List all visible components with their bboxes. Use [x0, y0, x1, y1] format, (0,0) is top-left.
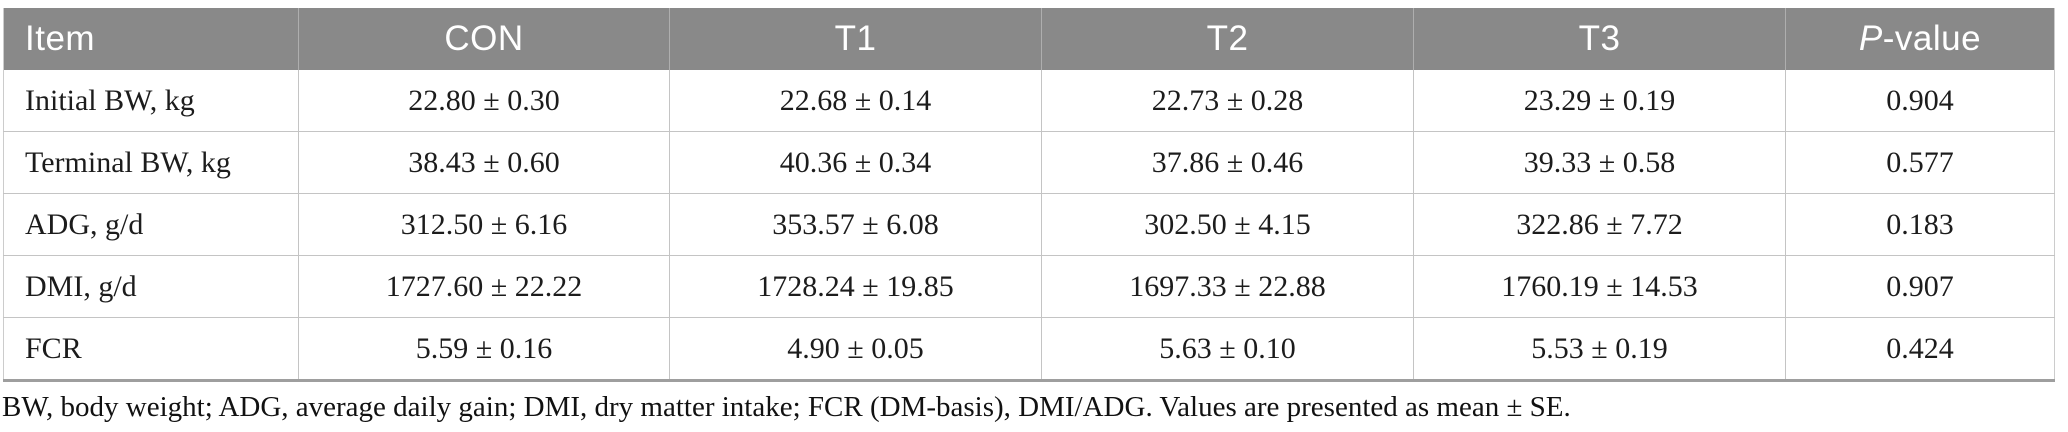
table-row-initial-bw: Initial BW, kg 22.80 ± 0.30 22.68 ± 0.14…: [4, 70, 2055, 132]
cell-dmi-pvalue: 0.907: [1785, 255, 2055, 318]
cell-fcr-t1: 4.90 ± 0.05: [669, 317, 1042, 381]
cell-adg-t2: 302.50 ± 4.15: [1041, 193, 1414, 256]
column-header-t3: T3: [1413, 8, 1786, 70]
cell-fcr-t2: 5.63 ± 0.10: [1041, 317, 1414, 381]
cell-terminal-bw-con: 38.43 ± 0.60: [298, 131, 670, 194]
column-header-pvalue: P-value: [1785, 8, 2055, 70]
cell-dmi-t2: 1697.33 ± 22.88: [1041, 255, 1414, 318]
row-label-terminal-bw: Terminal BW, kg: [3, 131, 299, 194]
cell-dmi-t3: 1760.19 ± 14.53: [1413, 255, 1786, 318]
cell-initial-bw-t1: 22.68 ± 0.14: [669, 70, 1042, 132]
cell-initial-bw-t2: 22.73 ± 0.28: [1041, 70, 1414, 132]
table-row-adg: ADG, g/d 312.50 ± 6.16 353.57 ± 6.08 302…: [3, 193, 2055, 256]
cell-initial-bw-con: 22.80 ± 0.30: [298, 70, 670, 132]
cell-adg-con: 312.50 ± 6.16: [298, 193, 670, 256]
column-header-con: CON: [298, 8, 670, 70]
row-label-initial-bw: Initial BW, kg: [25, 83, 195, 117]
table-row-terminal-bw: Terminal BW, kg 38.43 ± 0.60 40.36 ± 0.3…: [3, 131, 2055, 194]
table-header-row: Item CON T1 T2 T3 P-value: [3, 8, 2055, 70]
row-label-adg: ADG, g/d: [3, 193, 299, 256]
column-header-t2: T2: [1041, 8, 1414, 70]
cell-terminal-bw-pvalue: 0.577: [1785, 131, 2055, 194]
pvalue-rest: -value: [1882, 19, 1982, 58]
column-header-item: Item: [3, 8, 299, 70]
cell-terminal-bw-t2: 37.86 ± 0.46: [1041, 131, 1414, 194]
cell-fcr-con: 5.59 ± 0.16: [298, 317, 670, 381]
cell-adg-pvalue: 0.183: [1785, 193, 2055, 256]
cell-fcr-t3: 5.53 ± 0.19: [1413, 317, 1786, 381]
cell-initial-bw-pvalue: 0.904: [1785, 70, 2055, 132]
column-header-t1: T1: [669, 8, 1042, 70]
cell-fcr-pvalue: 0.424: [1785, 317, 2055, 381]
row-label-fcr: FCR: [3, 317, 299, 381]
pvalue-italic-p: P: [1858, 19, 1883, 58]
cell-dmi-t1: 1728.24 ± 19.85: [669, 255, 1042, 318]
cell-initial-bw-t3: 23.29 ± 0.19: [1413, 70, 1786, 132]
row-label-dmi: DMI, g/d: [3, 255, 299, 318]
cell-terminal-bw-t3: 39.33 ± 0.58: [1413, 131, 1786, 194]
table-row-fcr: FCR 5.59 ± 0.16 4.90 ± 0.05 5.63 ± 0.10 …: [3, 317, 2055, 381]
table-row-dmi: DMI, g/d 1727.60 ± 22.22 1728.24 ± 19.85…: [3, 255, 2055, 318]
performance-table: Item CON T1 T2 T3 P-value Initial BW, kg…: [3, 8, 2055, 382]
table-footnote: BW, body weight; ADG, average daily gain…: [2, 391, 1571, 423]
cell-terminal-bw-t1: 40.36 ± 0.34: [669, 131, 1042, 194]
cell-dmi-con: 1727.60 ± 22.22: [298, 255, 670, 318]
cell-adg-t1: 353.57 ± 6.08: [669, 193, 1042, 256]
cell-adg-t3: 322.86 ± 7.72: [1413, 193, 1786, 256]
